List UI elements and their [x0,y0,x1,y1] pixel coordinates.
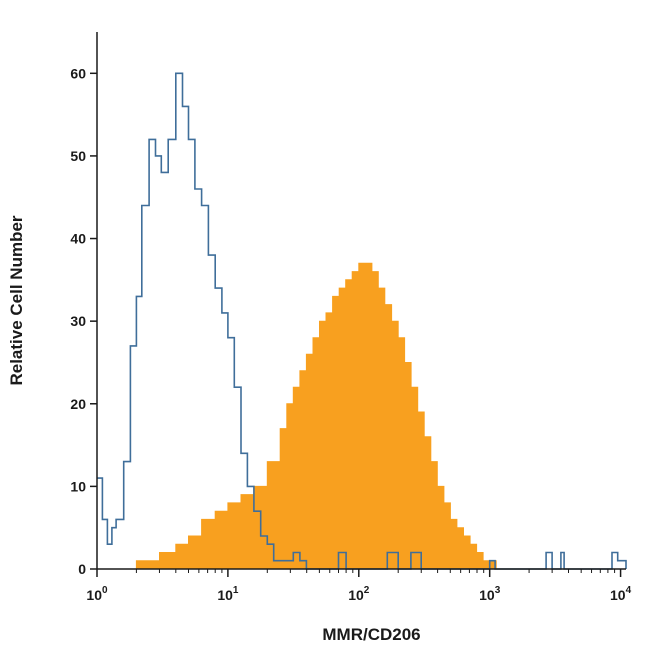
y-tick-label: 50 [70,148,86,164]
axes [96,32,626,570]
y-tick-label: 40 [70,231,86,247]
x-tick-label: 101 [217,585,239,603]
x-tick-label: 100 [86,585,108,603]
x-tick-label: 103 [479,585,501,603]
tick-marks-and-labels: 0 10 20 30 40 50 60 100 101 102 103 104 [70,65,631,603]
y-tick-label: 10 [70,478,86,494]
y-tick-label: 20 [70,396,86,412]
filled-histogram-series [97,262,503,570]
y-axis-title: Relative Cell Number [7,215,26,385]
y-tick-label: 30 [70,313,86,329]
x-axis-title: MMR/CD206 [322,625,420,644]
x-tick-label: 104 [610,585,632,603]
plot-area [97,72,627,570]
y-tick-label: 60 [70,65,86,81]
y-tick-label: 0 [78,561,86,577]
x-tick-label: 102 [348,585,370,603]
